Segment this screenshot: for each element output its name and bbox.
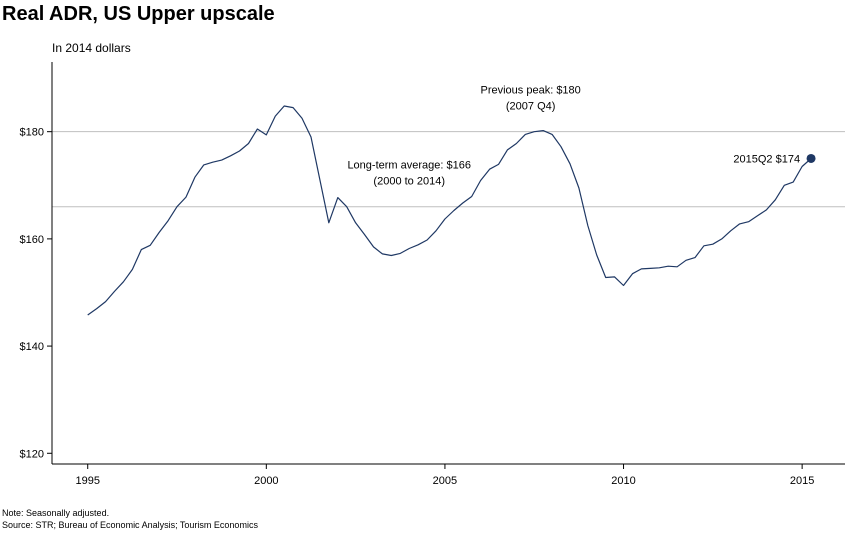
x-tick-label: 1995 bbox=[75, 475, 99, 487]
x-tick-label: 2015 bbox=[790, 475, 814, 487]
latest-value-label: 2015Q2 $174 bbox=[733, 153, 800, 165]
axes: $120 $140 $160 $180 1995 2000 2005 2010 2015 bbox=[20, 62, 845, 487]
y-tick-label: $120 bbox=[20, 448, 44, 460]
annotations: 2015Q2 $174 Long-term average: $166 (2000 … bbox=[347, 85, 800, 188]
annotation-1-line-0: Previous peak: $180 bbox=[481, 85, 581, 97]
series-layer bbox=[87, 105, 816, 316]
x-tick-label: 2010 bbox=[611, 475, 635, 487]
y-tick-label: $160 bbox=[20, 234, 44, 246]
annotation-1-line-1: (2007 Q4) bbox=[506, 101, 556, 113]
y-tick-label: $180 bbox=[20, 127, 44, 139]
annotation-0-line-1: (2000 to 2014) bbox=[373, 176, 445, 188]
footnote-note: Note: Seasonally adjusted. bbox=[2, 508, 110, 518]
annotation-0-line-0: Long-term average: $166 bbox=[347, 160, 471, 172]
latest-value-marker bbox=[806, 153, 816, 163]
chart-title: Real ADR, US Upper upscale bbox=[2, 3, 275, 25]
x-tick-label: 2005 bbox=[433, 475, 457, 487]
series-line-0 bbox=[87, 105, 812, 316]
y-axis-unit-label: In 2014 dollars bbox=[52, 41, 131, 55]
reference-lines bbox=[52, 131, 845, 208]
footnote-source: Source: STR; Bureau of Economic Analysis… bbox=[2, 520, 258, 530]
y-tick-label: $140 bbox=[20, 341, 44, 353]
x-tick-label: 2000 bbox=[254, 475, 278, 487]
